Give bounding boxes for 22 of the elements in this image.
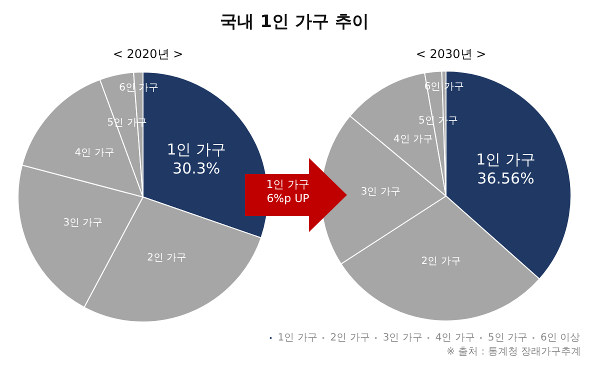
slice-label: 2인 가구 <box>147 252 187 264</box>
data-label: 30.3% <box>172 160 220 178</box>
legend-label: 4인 가구 <box>435 332 475 344</box>
legend-label: 6인 이상 <box>540 332 580 344</box>
legend-label: 5인 가구 <box>488 332 528 344</box>
slice-label: 1인 가구 <box>476 150 536 169</box>
chart-title: 국내 1인 가구 추이 <box>219 11 370 33</box>
slice-label: 1인 가구 <box>266 178 310 191</box>
text: ※ 출처 : 통계청 장래가구추계 <box>446 346 582 358</box>
slice-label: 3인 가구 <box>63 218 103 229</box>
legend-label: 1인 가구 <box>278 332 318 344</box>
slice-label: 2인 가구 <box>421 256 461 267</box>
legend-label: 3인 가구 <box>382 332 422 344</box>
text: 6%p UP <box>266 192 310 205</box>
slice-label: 4인 가구 <box>74 147 114 158</box>
chart-title: < 2030년 > <box>416 47 486 61</box>
slice-label: 1인 가구 <box>166 140 226 158</box>
slice-label: 4인 가구 <box>393 134 433 145</box>
chart-subtitle: < 2020년 > <box>112 47 184 61</box>
slice-label: 3인 가구 <box>360 186 400 198</box>
data-label: 36.56% <box>477 170 534 188</box>
legend-label: 2인 가구 <box>330 332 370 344</box>
